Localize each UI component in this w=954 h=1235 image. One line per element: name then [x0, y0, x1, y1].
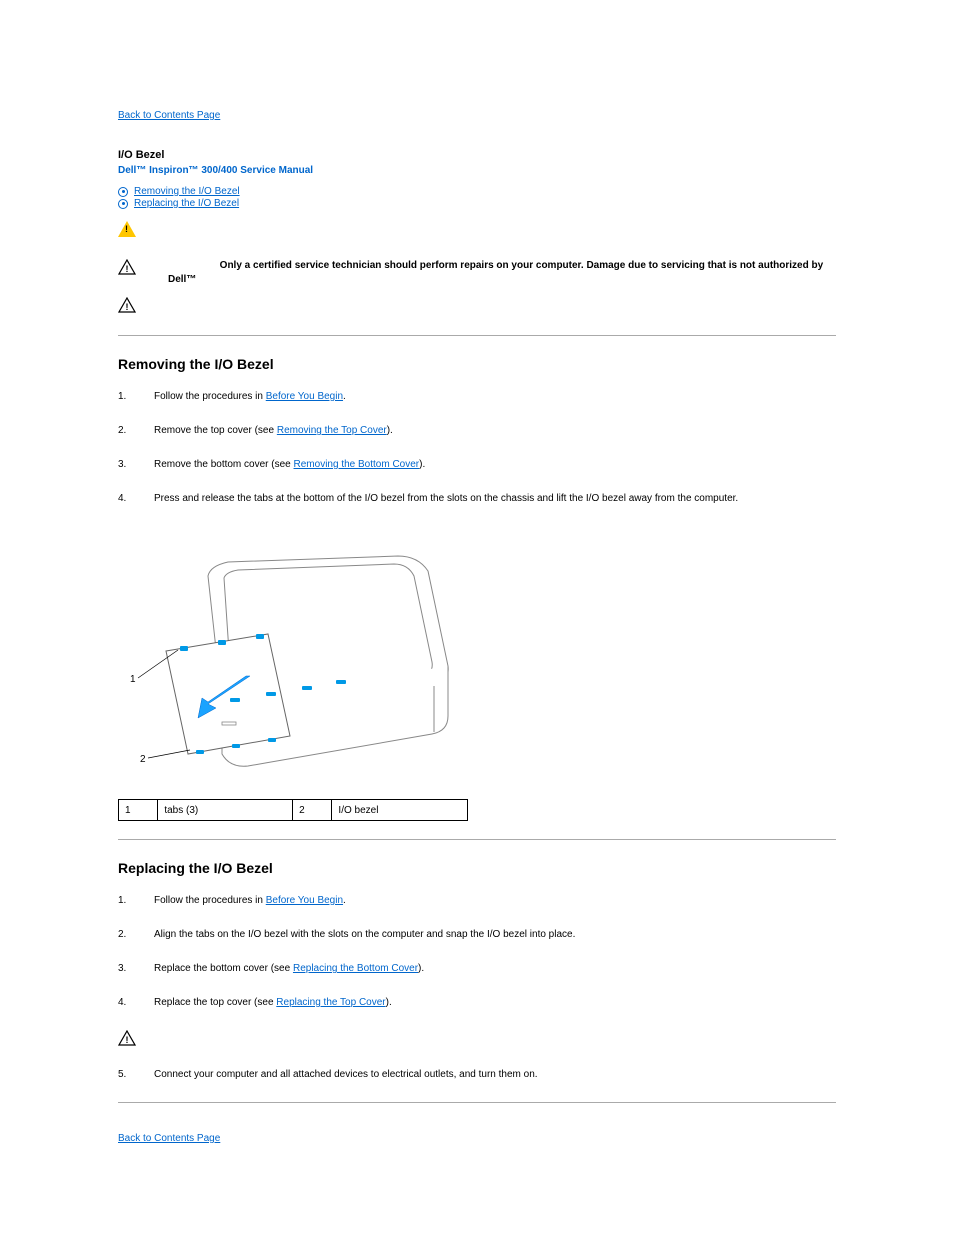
caution-notice-1: ! CAUTION: Only a certified service tech… — [118, 259, 836, 287]
list-item: 2. Remove the top cover (see Removing th… — [118, 424, 836, 438]
svg-text:!: ! — [126, 302, 129, 312]
heading-remove: Removing the I/O Bezel — [118, 356, 836, 372]
list-item: 3. Replace the bottom cover (see Replaci… — [118, 962, 836, 976]
link-replacing-top-cover[interactable]: Replacing the Top Cover — [276, 997, 385, 1008]
list-item: 4. Press and release the tabs at the bot… — [118, 492, 836, 506]
list-item: 1. Follow the procedures in Before You B… — [118, 894, 836, 908]
section-divider — [118, 1102, 836, 1103]
list-item: 5. Connect your computer and all attache… — [118, 1068, 836, 1082]
diagram-legend-table: 1 tabs (3) 2 I/O bezel — [118, 799, 468, 821]
link-replacing-bottom-cover[interactable]: Replacing the Bottom Cover — [293, 963, 418, 974]
remove-steps: 1. Follow the procedures in Before You B… — [118, 390, 836, 506]
legend-num-2: 2 — [293, 800, 332, 821]
legend-num-1: 1 — [119, 800, 158, 821]
io-bezel-diagram: 1 2 — [118, 526, 836, 789]
bullet-icon — [118, 187, 128, 197]
caution-icon: ! — [118, 259, 148, 275]
svg-text:1: 1 — [130, 674, 136, 685]
section-divider — [118, 839, 836, 840]
doc-subtitle: Dell™ Inspiron™ 300/400 Service Manual — [118, 165, 836, 176]
heading-replace: Replacing the I/O Bezel — [118, 860, 836, 876]
legend-label-1: tabs (3) — [158, 800, 293, 821]
replace-steps: 1. Follow the procedures in Before You B… — [118, 894, 836, 1010]
list-item: 4. Replace the top cover (see Replacing … — [118, 996, 836, 1010]
caution-notice-2: ! CAUTION: To avoid electrostatic discha… — [118, 297, 836, 325]
bullet-icon — [118, 199, 128, 209]
section-divider — [118, 335, 836, 336]
link-removing-top-cover[interactable]: Removing the Top Cover — [277, 425, 387, 436]
warning-notice: WARNING: Before working inside your comp… — [118, 221, 836, 249]
replace-steps-cont: 5. Connect your computer and all attache… — [118, 1068, 836, 1082]
list-item: 2. Align the tabs on the I/O bezel with … — [118, 928, 836, 942]
back-to-contents-bottom[interactable]: Back to Contents Page — [118, 1133, 220, 1144]
list-item: 1. Follow the procedures in Before You B… — [118, 390, 836, 404]
warning-icon — [118, 221, 136, 237]
caution-notice-3: ! CAUTION: Before turning on the compute… — [118, 1030, 836, 1058]
table-of-contents: Removing the I/O Bezel Replacing the I/O… — [118, 186, 836, 209]
page-title: I/O Bezel — [118, 149, 836, 161]
link-before-you-begin[interactable]: Before You Begin — [266, 895, 343, 906]
svg-text:!: ! — [126, 264, 129, 274]
svg-text:2: 2 — [140, 754, 146, 765]
back-to-contents-top[interactable]: Back to Contents Page — [118, 110, 220, 121]
link-removing-bottom-cover[interactable]: Removing the Bottom Cover — [294, 459, 420, 470]
toc-link-remove[interactable]: Removing the I/O Bezel — [134, 186, 240, 197]
list-item: 3. Remove the bottom cover (see Removing… — [118, 458, 836, 472]
caution-icon: ! — [118, 297, 148, 313]
svg-text:!: ! — [126, 1035, 129, 1045]
caution-icon: ! — [118, 1030, 148, 1046]
link-before-you-begin[interactable]: Before You Begin — [266, 391, 343, 402]
legend-label-2: I/O bezel — [332, 800, 468, 821]
toc-link-replace[interactable]: Replacing the I/O Bezel — [134, 198, 239, 209]
